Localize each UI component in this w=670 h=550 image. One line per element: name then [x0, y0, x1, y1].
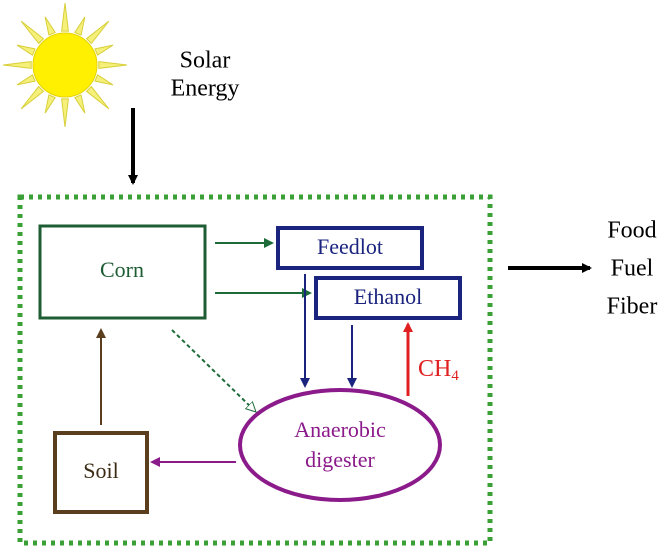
corn-box — [38, 224, 207, 320]
sun-ray — [44, 94, 56, 114]
sun-ray — [74, 94, 86, 114]
node-label: Soil — [83, 458, 118, 483]
methane-text: CH — [418, 356, 451, 382]
output-label: Fuel — [611, 256, 654, 282]
sun-ray — [2, 61, 32, 69]
node-label: digester — [305, 447, 375, 472]
sun-ray — [20, 20, 45, 45]
sun-disc — [32, 32, 98, 98]
sun-ray — [61, 98, 69, 128]
sun-ray — [61, 2, 69, 32]
sun-ray — [98, 61, 128, 69]
sun-ray — [94, 44, 114, 56]
source-label: Solar — [180, 48, 231, 74]
system-boundary — [17, 194, 493, 546]
soil-box — [53, 431, 149, 514]
sun-ray — [44, 16, 56, 36]
sun-ray — [85, 20, 110, 45]
node-label: Anaerobic — [294, 417, 386, 442]
digester-ellipse — [238, 388, 442, 502]
node-label: Ethanol — [354, 284, 422, 309]
feedlot-box — [276, 226, 424, 270]
sun-ray — [94, 74, 114, 86]
node-label: Feedlot — [317, 234, 383, 259]
sun-ray — [74, 16, 86, 36]
node-label: Corn — [100, 257, 144, 282]
sun-ray — [16, 44, 36, 56]
sun-ray — [85, 85, 110, 110]
methane-label: CH4 — [418, 356, 459, 385]
sun-ray — [20, 85, 45, 110]
output-label: Fiber — [607, 294, 658, 320]
source-label: Energy — [171, 76, 240, 102]
sun-ray — [16, 74, 36, 86]
ethanol-box — [314, 276, 462, 320]
methane-subscript: 4 — [451, 368, 459, 384]
arrow — [171, 329, 256, 412]
sun — [2, 2, 128, 128]
output-label: Food — [607, 218, 656, 244]
